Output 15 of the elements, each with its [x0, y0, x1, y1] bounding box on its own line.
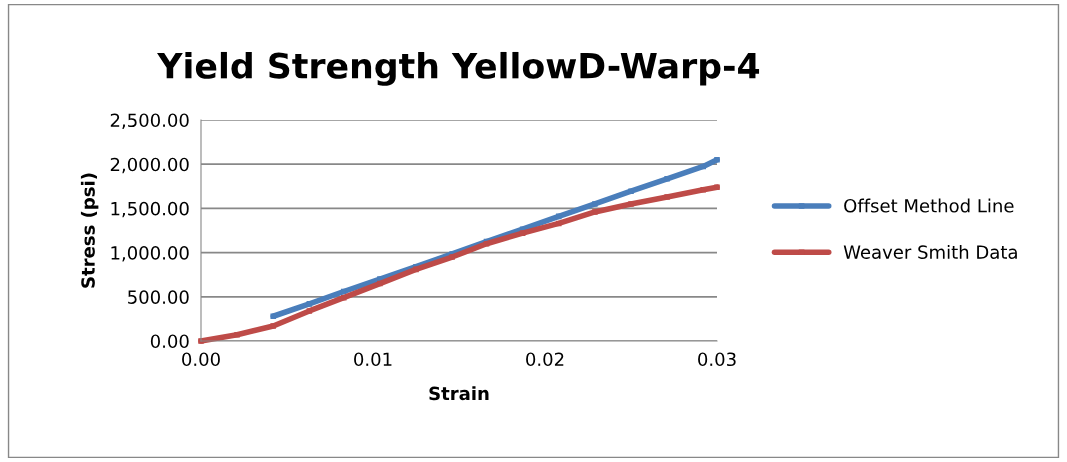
x-axis-title: Strain [429, 386, 489, 401]
y-tick-label: 1,500.00 [111, 201, 189, 218]
y-tick-label: 500.00 [128, 290, 189, 304]
legend-label: Offset Method Line [844, 198, 1014, 213]
y-axis-title: Stress (psi) [80, 173, 99, 288]
y-tick-label: 2,000.00 [110, 157, 189, 174]
x-tick-label: 0.03 [698, 352, 736, 367]
x-tick-label: 0.01 [354, 352, 392, 367]
y-tick-label: 0.00 [150, 334, 189, 349]
y-tick-label: 2,500.00 [110, 113, 189, 129]
legend-label: Weaver Smith Data [843, 244, 1017, 259]
x-tick-label: 0.00 [182, 352, 220, 367]
x-tick-label: 0.02 [526, 352, 564, 367]
y-tick-label: 1,000.00 [111, 246, 189, 262]
chart-title: Yield Strength YellowD-Warp-4 [157, 51, 760, 86]
